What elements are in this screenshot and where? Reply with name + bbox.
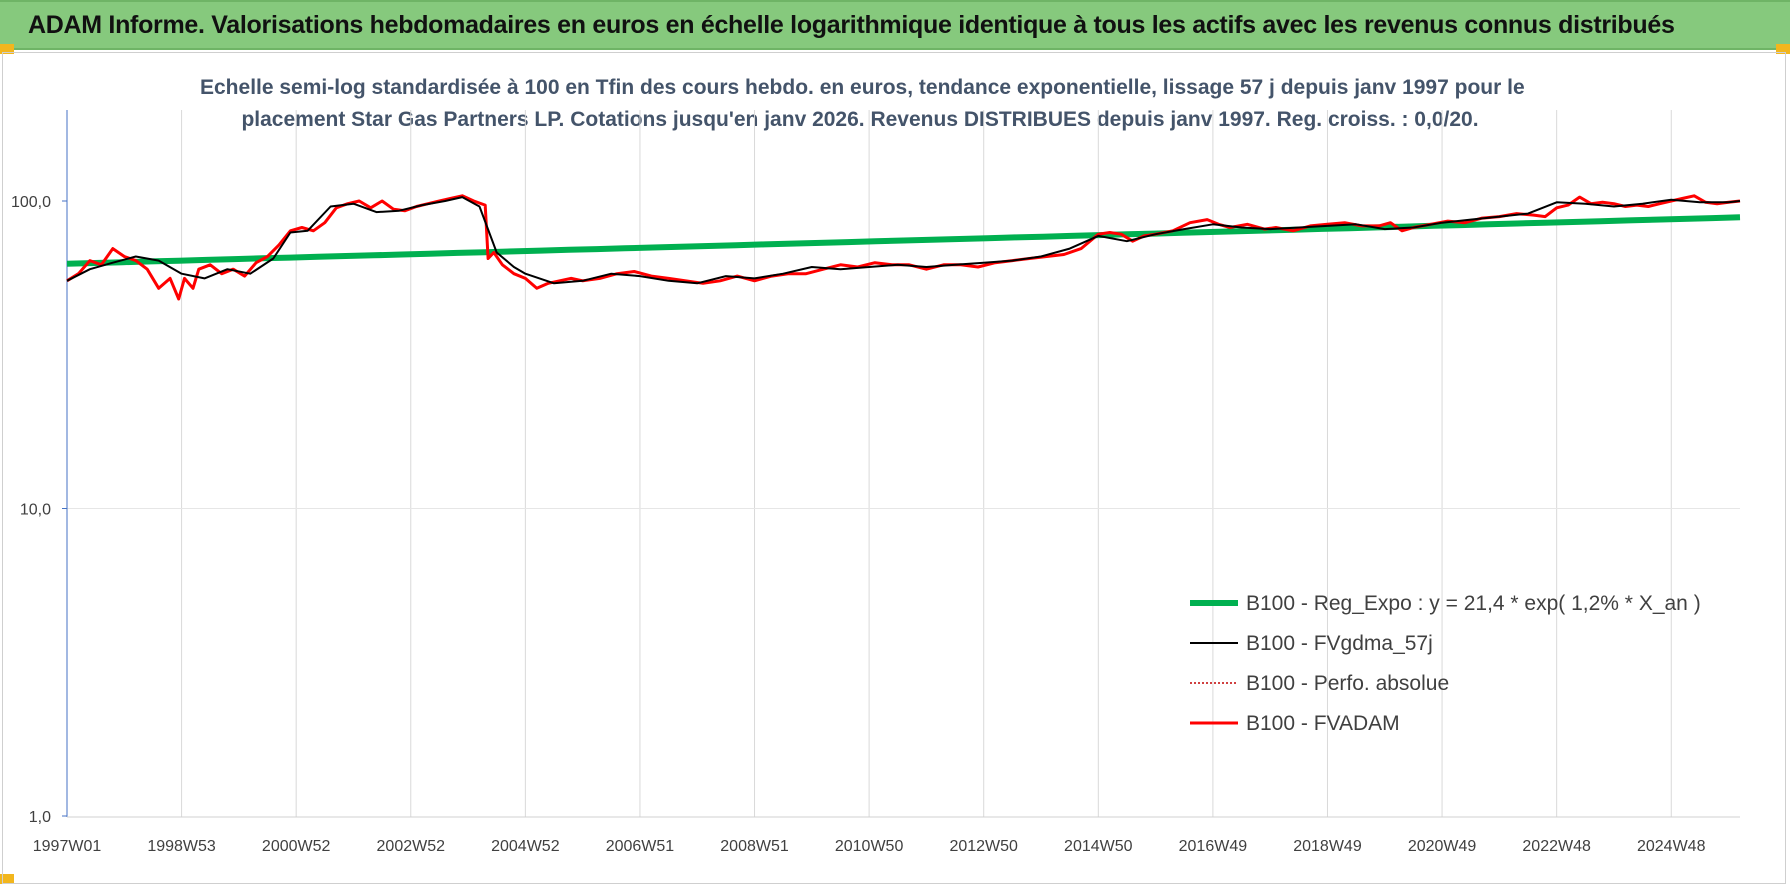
x-tick-label: 2002W52	[377, 838, 446, 855]
x-tick-label: 2008W51	[720, 838, 789, 855]
series-line-reg	[66, 214, 1741, 267]
y-tick-label: 1,0	[29, 809, 51, 826]
y-tick-label: 100,0	[11, 194, 51, 211]
x-tick-label: 1997W01	[33, 838, 102, 855]
x-tick-label: 2016W49	[1179, 838, 1248, 855]
corner-accent	[0, 874, 14, 884]
legend-label-fvadam: B100 - FVADAM	[1246, 712, 1400, 735]
x-tick-label: 2012W50	[949, 838, 1018, 855]
x-tick-label: 1998W53	[147, 838, 216, 855]
series-line-fvadam	[66, 194, 1741, 301]
x-tick-label: 2000W52	[262, 838, 331, 855]
corner-accent	[1776, 44, 1790, 54]
x-tick-label: 2024W48	[1637, 838, 1706, 855]
x-tick-label: 2010W50	[835, 838, 904, 855]
chart-title-line-2: placement Star Gas Partners LP. Cotation…	[241, 108, 1479, 131]
chart-frame	[2, 52, 1786, 884]
report-title: ADAM Informe. Valorisations hebdomadaire…	[28, 11, 1675, 39]
y-tick-label: 10,0	[20, 502, 51, 519]
x-tick-label: 2014W50	[1064, 838, 1133, 855]
title-banner: ADAM Informe. Valorisations hebdomadaire…	[0, 0, 1790, 50]
x-tick-label: 2022W48	[1522, 838, 1591, 855]
legend-label-perf: B100 - Perfo. absolue	[1246, 672, 1449, 695]
x-tick-label: 2004W52	[491, 838, 560, 855]
legend-label-reg: B100 - Reg_Expo : y = 21,4 * exp( 1,2% *…	[1246, 592, 1701, 615]
legend-label-fvgdma: B100 - FVgdma_57j	[1246, 632, 1433, 655]
x-tick-label: 2020W49	[1408, 838, 1477, 855]
x-tick-label: 2018W49	[1293, 838, 1362, 855]
chart-title-line-1: Echelle semi-log standardisée à 100 en T…	[200, 76, 1525, 99]
corner-accent	[0, 44, 14, 54]
x-tick-label: 2006W51	[606, 838, 675, 855]
series-line-fvgdma	[66, 196, 1741, 285]
